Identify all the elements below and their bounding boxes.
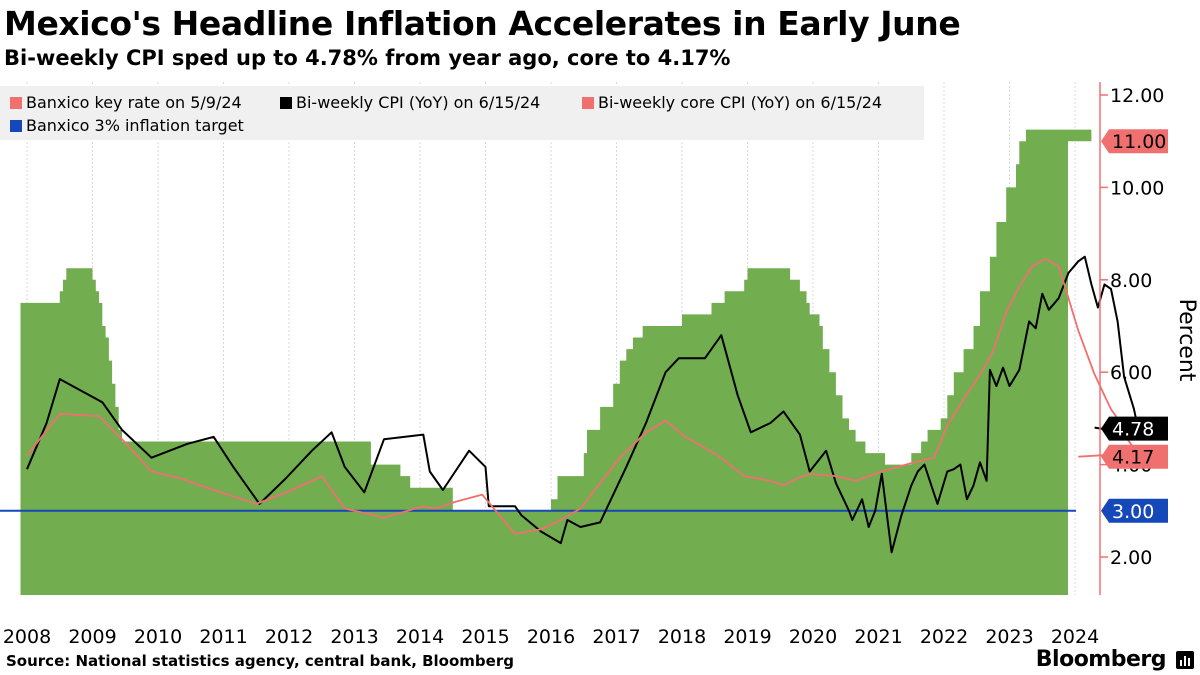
legend-item: Banxico key rate on 5/9/24 [10,93,242,112]
x-tick-label: 2013 [330,626,378,648]
end-value-tag: 4.78 [1101,416,1168,441]
y-tick-label: 8.00 [1110,270,1152,292]
x-tick-label: 2009 [68,626,116,648]
y-tick-label: 12.00 [1110,85,1164,107]
legend-swatch [280,97,292,109]
x-tick-label: 2020 [789,626,837,648]
end-value-tag: 3.00 [1101,498,1168,523]
end-value-tag-bg [1101,416,1168,441]
x-tick-label: 2019 [723,626,771,648]
end-value-tag-text: 3.00 [1112,501,1154,523]
y-axis-title: Percent [1174,299,1199,382]
y-tick-label: 10.00 [1110,177,1164,199]
legend-item: Banxico 3% inflation target [10,116,244,135]
x-tick-label: 2010 [134,626,182,648]
legend-item: Bi-weekly core CPI (YoY) on 6/15/24 [582,93,882,112]
x-tick-label: 2022 [920,626,968,648]
legend-item: Bi-weekly CPI (YoY) on 6/15/24 [280,93,540,112]
x-tick-label: 2023 [985,626,1033,648]
y-tick-label: 6.00 [1110,362,1152,384]
end-value-tag-text: 11.00 [1112,131,1166,153]
x-tick-label: 2015 [461,626,509,648]
end-value-tag-bg [1101,498,1168,523]
x-tick-label: 2008 [3,626,51,648]
y-tick-label: 2.00 [1110,547,1152,569]
x-tick-label: 2021 [854,626,902,648]
end-value-tag: 4.17 [1101,444,1168,469]
legend-label: Bi-weekly core CPI (YoY) on 6/15/24 [598,93,882,112]
chart-title: Mexico's Headline Inflation Accelerates … [4,4,961,43]
end-value-tag: 11.00 [1101,129,1168,154]
legend-label: Banxico key rate on 5/9/24 [26,93,242,112]
x-tick-label: 2016 [527,626,575,648]
x-tick-label: 2014 [396,626,444,648]
end-value-tag-text: 4.78 [1112,419,1154,441]
legend-swatch [10,97,22,109]
source-note: Source: National statistics agency, cent… [6,652,514,670]
x-tick-label: 2024 [1051,626,1099,648]
x-tick-label: 2017 [592,626,640,648]
core-cpi-line [26,258,1139,535]
x-tick-label: 2011 [199,626,247,648]
bloomberg-terminal-icon [1176,651,1194,669]
legend-swatch [10,120,22,132]
brand-logo: Bloomberg [1035,647,1167,672]
end-value-tag-bg [1101,444,1168,469]
x-tick-label: 2012 [265,626,313,648]
end-value-tag-bg [1101,129,1168,154]
end-value-tag-text: 4.17 [1112,447,1154,469]
legend-box [0,86,924,140]
key-rate-area [20,129,1092,595]
chart-subtitle: Bi-weekly CPI sped up to 4.78% from year… [4,46,731,70]
headline-cpi-line [26,255,1141,554]
legend-swatch [582,97,594,109]
x-tick-label: 2018 [658,626,706,648]
legend-label: Banxico 3% inflation target [26,116,244,135]
legend-label: Bi-weekly CPI (YoY) on 6/15/24 [296,93,540,112]
